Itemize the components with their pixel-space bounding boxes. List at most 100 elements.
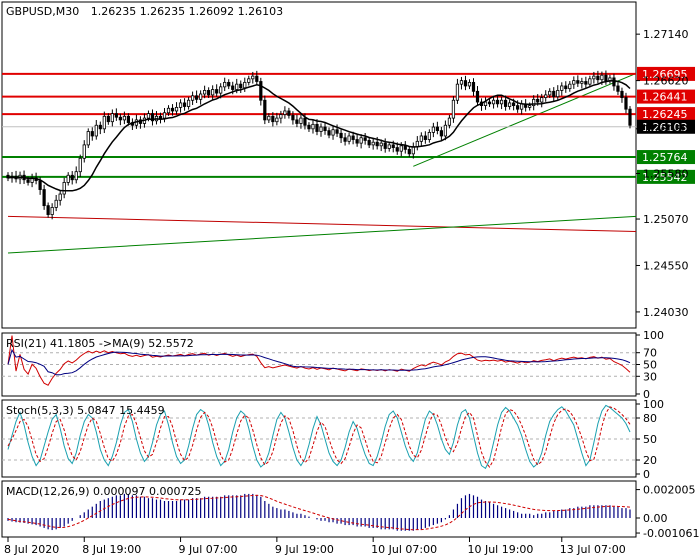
candle-body-130 bbox=[528, 105, 532, 108]
candle-body-80 bbox=[327, 130, 331, 136]
stoch-tick-label-1: 80 bbox=[643, 412, 657, 425]
trend-lines bbox=[7, 72, 637, 254]
candle-134 bbox=[544, 90, 548, 102]
candle-131 bbox=[532, 95, 536, 111]
candle-39 bbox=[162, 108, 167, 123]
candle-53 bbox=[219, 83, 223, 99]
candle-body-76 bbox=[311, 123, 315, 130]
candle-body-77 bbox=[315, 123, 319, 132]
candle-body-56 bbox=[231, 85, 235, 90]
macd-pane[interactable]: 0.002005 0.00 -0.001061 MACD(12,26,9) 0.00… bbox=[1, 480, 699, 540]
candle-body-43 bbox=[178, 102, 183, 108]
candle-54 bbox=[223, 77, 227, 92]
rsi-tick-label-2: 50 bbox=[643, 359, 657, 372]
candle-body-143 bbox=[580, 81, 584, 84]
candle-body-28 bbox=[118, 116, 122, 121]
candle-body-104 bbox=[423, 135, 427, 140]
candle-104 bbox=[423, 131, 427, 144]
candle-body-88 bbox=[359, 137, 363, 144]
candle-113 bbox=[459, 76, 464, 90]
candle-87 bbox=[355, 134, 359, 147]
level-label-3: 1.25764 bbox=[642, 151, 688, 164]
candle-51 bbox=[211, 85, 215, 100]
candle-body-61 bbox=[251, 75, 255, 80]
candle-78 bbox=[319, 123, 323, 137]
candle-125 bbox=[508, 99, 512, 110]
candle-body-72 bbox=[295, 119, 299, 124]
candle-body-107 bbox=[435, 126, 439, 132]
candle-43 bbox=[178, 99, 183, 113]
level-tag-3 bbox=[637, 150, 695, 165]
candle-body-44 bbox=[182, 102, 187, 107]
candle-body-82 bbox=[335, 129, 339, 134]
level-tag-2 bbox=[637, 107, 695, 122]
candle-141 bbox=[572, 76, 576, 89]
price-tick-label-0: 1.27140 bbox=[643, 28, 689, 41]
candle-body-108 bbox=[439, 130, 443, 137]
candle-112 bbox=[455, 78, 460, 104]
candle-body-140 bbox=[568, 83, 572, 90]
candle-24 bbox=[102, 111, 106, 134]
candle-body-144 bbox=[584, 81, 588, 85]
candle-body-89 bbox=[363, 137, 367, 141]
macd-histogram bbox=[7, 493, 631, 531]
macd-tick-label-1: 0.00 bbox=[643, 512, 668, 525]
candle-body-58 bbox=[239, 83, 243, 89]
symbol-label: GBPUSD,M30 bbox=[6, 5, 79, 18]
candle-49 bbox=[203, 85, 207, 99]
candle-76 bbox=[311, 120, 315, 134]
candle-83 bbox=[339, 129, 343, 144]
candle-body-50 bbox=[207, 90, 211, 96]
candle-139 bbox=[564, 81, 568, 93]
candle-body-75 bbox=[307, 124, 311, 130]
candle-81 bbox=[331, 125, 335, 140]
candle-body-19 bbox=[82, 144, 86, 159]
candle-body-48 bbox=[199, 93, 203, 100]
candle-body-133 bbox=[540, 97, 544, 103]
candle-103 bbox=[419, 132, 423, 147]
candle-body-110 bbox=[447, 117, 452, 126]
candle-47 bbox=[195, 90, 199, 104]
candle-body-109 bbox=[443, 124, 448, 137]
rsi-tick-label-0: 100 bbox=[643, 329, 664, 342]
candle-body-25 bbox=[106, 115, 110, 123]
candle-body-13 bbox=[58, 193, 62, 201]
candle-body-138 bbox=[560, 85, 564, 91]
price-pane[interactable]: 1.26695 1.26441 1.26245 1.25764 1.25542 1.261… bbox=[1, 1, 695, 329]
candle-body-112 bbox=[455, 83, 460, 101]
candle-body-20 bbox=[86, 131, 90, 146]
stoch-tick-label-2: 50 bbox=[643, 433, 657, 446]
candle-86 bbox=[351, 131, 355, 145]
price-tick-label-6: 1.24030 bbox=[643, 306, 689, 319]
candle-147 bbox=[596, 70, 600, 84]
candle-body-73 bbox=[299, 117, 303, 124]
candle-body-106 bbox=[431, 126, 435, 133]
candle-body-127 bbox=[516, 105, 520, 110]
time-label-4: 10 Jul 07:00 bbox=[371, 543, 437, 556]
trend-line-2 bbox=[413, 72, 637, 167]
candle-50 bbox=[207, 87, 211, 99]
candle-body-40 bbox=[166, 107, 171, 114]
macd-tick-label-2: -0.001061 bbox=[643, 527, 699, 540]
candle-61 bbox=[251, 71, 255, 84]
candle-107 bbox=[435, 121, 439, 135]
candle-body-18 bbox=[78, 157, 82, 173]
candle-67 bbox=[275, 112, 279, 126]
price-tick-label-1: 1.26620 bbox=[643, 75, 689, 88]
candle-body-153 bbox=[620, 90, 624, 98]
candle-140 bbox=[568, 81, 572, 92]
stoch-tick-label-3: 20 bbox=[643, 454, 657, 467]
candle-body-148 bbox=[600, 74, 604, 81]
candle-body-17 bbox=[74, 171, 78, 181]
candlesticks bbox=[6, 70, 632, 220]
candle-body-125 bbox=[508, 102, 512, 107]
candle-body-120 bbox=[487, 101, 492, 105]
candle-93 bbox=[379, 139, 383, 152]
candle-body-91 bbox=[371, 141, 375, 146]
candle-body-113 bbox=[459, 80, 464, 85]
time-label-1: 8 Jul 19:00 bbox=[82, 543, 141, 556]
time-label-0: 8 Jul 2020 bbox=[4, 543, 59, 556]
candle-body-49 bbox=[203, 90, 207, 95]
